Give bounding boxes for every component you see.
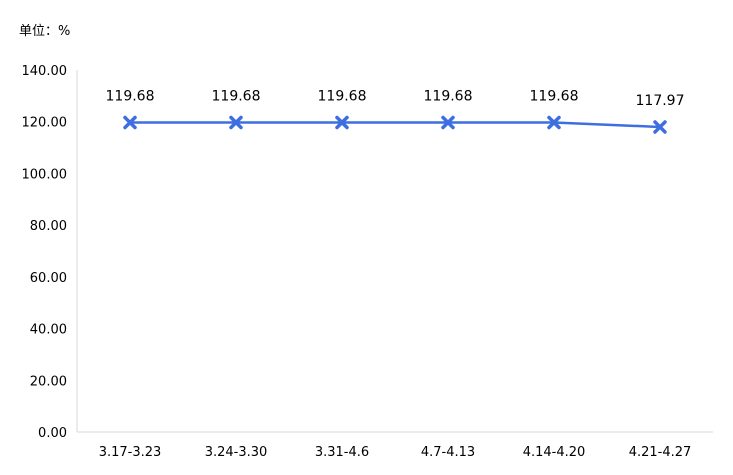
x-tick-label: 4.14-4.20 [523, 445, 586, 460]
data-label: 119.68 [530, 89, 579, 105]
y-tick-label: 40.00 [30, 323, 67, 338]
data-label: 117.97 [636, 93, 685, 109]
y-tick-label: 20.00 [30, 374, 67, 389]
y-tick-label: 60.00 [30, 271, 67, 286]
data-label: 119.68 [318, 89, 367, 105]
y-tick-label: 80.00 [30, 219, 67, 234]
data-point-marker [123, 115, 137, 130]
x-axis-tick-labels: 3.17-3.23 3.24-3.30 3.31-4.6 4.7-4.13 4.14-4… [99, 445, 692, 460]
data-label: 119.68 [106, 89, 155, 105]
data-point-marker [229, 115, 243, 130]
x-tick-label: 4.7-4.13 [421, 445, 475, 460]
data-label: 119.68 [212, 89, 261, 105]
x-tick-label: 3.31-4.6 [315, 445, 369, 460]
x-tick-label: 3.17-3.23 [99, 445, 162, 460]
x-tick-label: 3.24-3.30 [205, 445, 268, 460]
data-point-marker [653, 120, 667, 134]
unit-label: 单位：% [19, 24, 71, 39]
data-label: 119.68 [424, 89, 473, 105]
data-point-marker [335, 115, 349, 130]
data-point-marker [547, 115, 561, 130]
data-labels: 119.68 119.68 119.68 119.68 119.68 117.97 [106, 89, 685, 109]
y-tick-label: 0.00 [38, 426, 67, 441]
series-markers [123, 115, 667, 134]
y-tick-label: 140.00 [22, 64, 68, 79]
y-tick-label: 120.00 [22, 116, 68, 131]
y-tick-label: 100.00 [22, 167, 68, 182]
y-axis-tick-labels: 0.00 20.00 40.00 60.00 80.00 100.00 120.00 140.… [22, 64, 68, 441]
x-tick-label: 4.21-4.27 [629, 445, 692, 460]
data-point-marker [441, 115, 455, 130]
series-line [130, 121, 661, 129]
